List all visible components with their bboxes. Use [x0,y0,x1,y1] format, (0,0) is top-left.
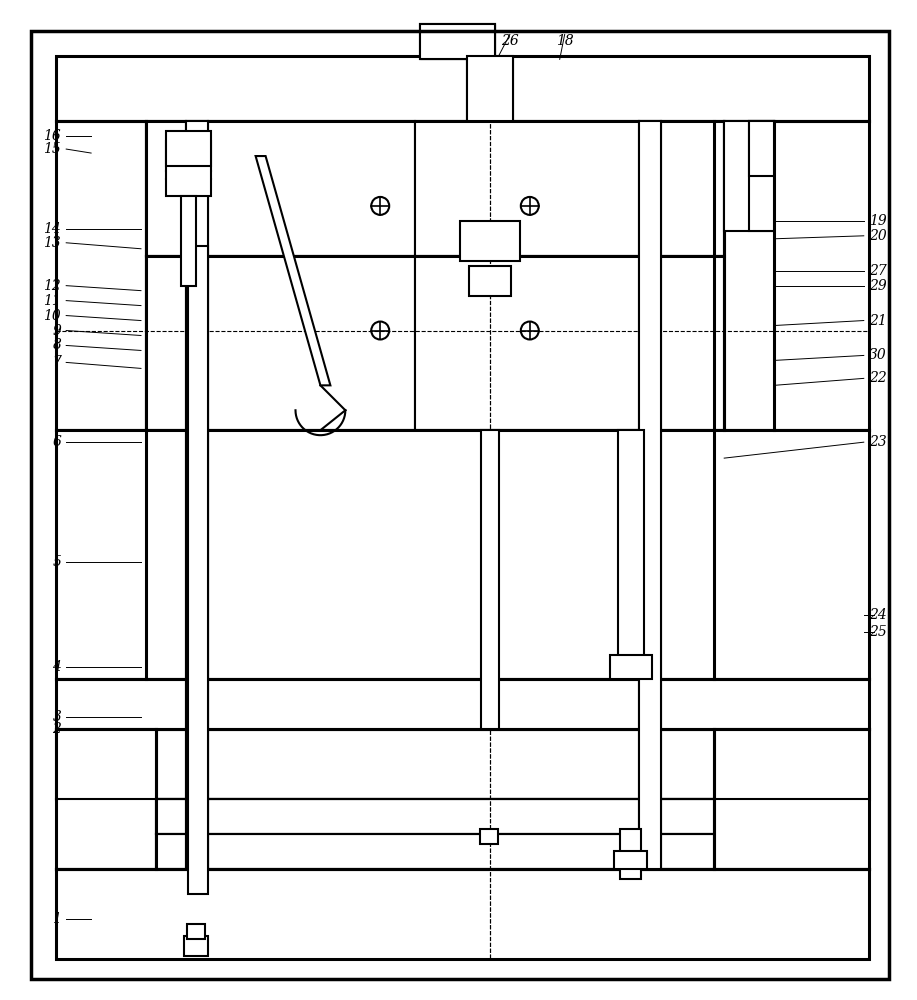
Bar [610,655,652,679]
Bar [620,829,642,879]
Bar [613,851,647,869]
Bar [749,121,774,231]
Bar [460,221,520,261]
Text: 21: 21 [868,314,887,328]
Bar [146,256,415,430]
Text: 17: 17 [451,34,469,48]
Text: 8: 8 [52,338,61,352]
Text: 30: 30 [868,348,887,362]
Bar [467,56,513,121]
Bar [56,121,146,430]
Bar [469,266,511,296]
Bar [156,834,714,869]
Bar [749,121,774,176]
Text: 13: 13 [43,236,61,250]
Text: 24: 24 [868,608,887,622]
Text: 16: 16 [43,129,61,143]
Bar [156,799,714,869]
Bar [56,869,868,959]
Text: 2: 2 [52,722,61,736]
Text: 7: 7 [52,355,61,369]
Text: 22: 22 [868,371,887,385]
Bar [724,121,774,231]
Bar [56,729,156,869]
Bar [724,121,868,430]
Bar [56,430,868,679]
Bar [56,56,868,121]
Bar [56,430,868,679]
Text: 4: 4 [52,660,61,674]
Text: 10: 10 [43,309,61,323]
Text: 11: 11 [43,294,61,308]
Bar [415,256,724,430]
Bar [186,121,208,869]
Bar [56,869,868,959]
Bar [480,829,498,844]
Bar [56,121,146,430]
Text: 9: 9 [52,324,61,338]
Bar [714,729,868,869]
Bar [420,24,495,59]
Text: 5: 5 [52,555,61,569]
Bar [56,679,868,729]
Bar [56,679,868,729]
Bar [187,924,204,939]
Bar [749,121,774,231]
Text: 25: 25 [868,625,887,639]
Bar [617,430,645,674]
Text: 19: 19 [868,214,887,228]
Text: 23: 23 [868,435,887,449]
Bar [420,24,495,59]
Bar [166,131,211,166]
Bar [639,121,661,869]
Bar [714,729,868,869]
Bar [156,834,714,869]
Text: 26: 26 [501,34,519,48]
Text: 29: 29 [868,279,887,293]
Bar [166,141,211,196]
Text: 12: 12 [43,279,61,293]
Bar [420,24,495,59]
Text: 3: 3 [52,710,61,724]
Bar [181,196,196,286]
Text: 14: 14 [43,222,61,236]
Bar [56,56,868,121]
Bar [156,799,714,834]
Polygon shape [256,156,330,385]
Bar [481,430,499,729]
Text: 27: 27 [868,264,887,278]
Bar [183,936,208,956]
Bar [146,121,415,256]
Bar [415,121,724,256]
Bar [415,121,724,256]
Bar [146,121,415,256]
Bar [724,121,868,430]
Bar [188,246,208,894]
Bar [156,799,714,834]
Bar [146,256,415,430]
Text: 18: 18 [556,34,573,48]
Bar [56,729,868,799]
Text: 15: 15 [43,142,61,156]
Bar [56,729,156,869]
Bar [469,266,511,296]
Bar [415,256,724,430]
Text: 20: 20 [868,229,887,243]
Text: 6: 6 [52,435,61,449]
Text: 1: 1 [52,912,61,926]
